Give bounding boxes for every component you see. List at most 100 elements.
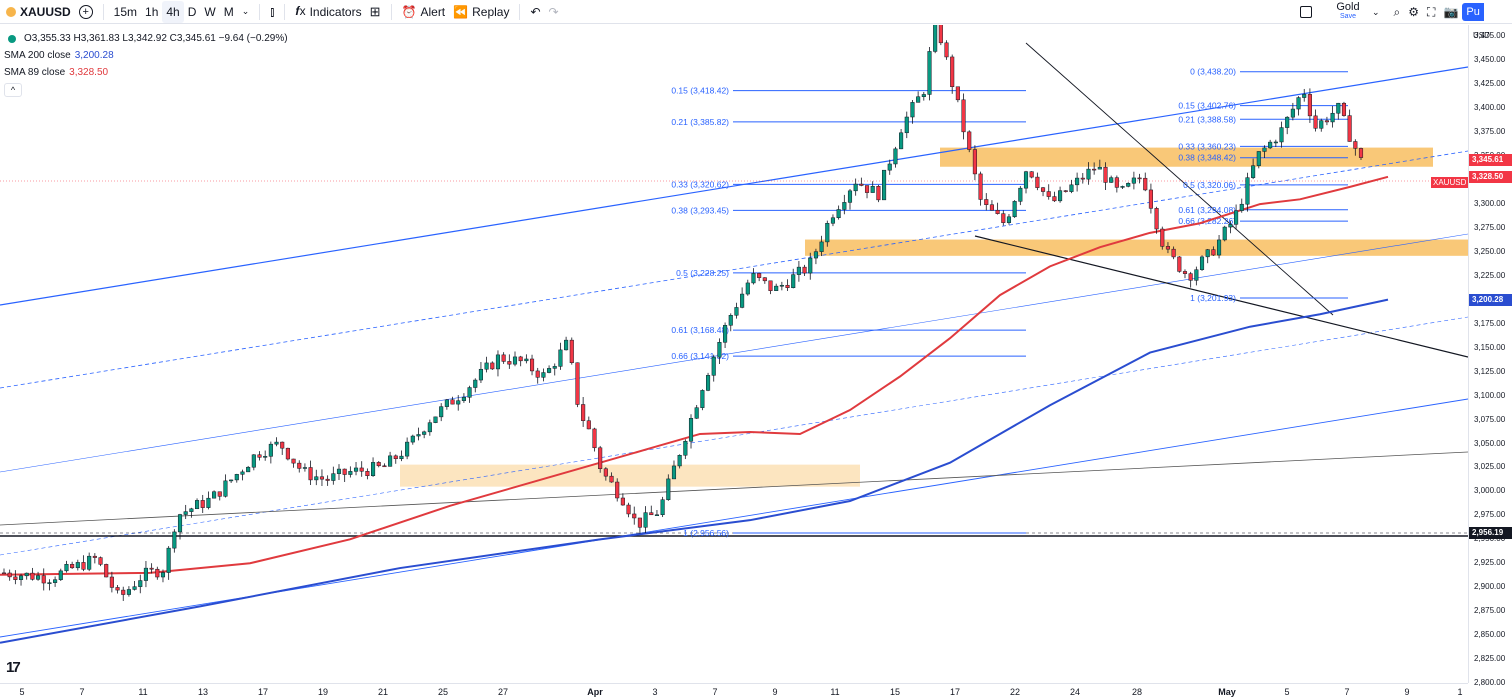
candle-body[interactable] <box>1171 248 1176 258</box>
candle-body[interactable] <box>637 517 642 528</box>
candle-body[interactable] <box>1319 120 1324 129</box>
candle-body[interactable] <box>7 572 12 578</box>
candle-body[interactable] <box>1285 116 1290 128</box>
candle-body[interactable] <box>336 468 342 474</box>
candle-body[interactable] <box>1040 187 1046 192</box>
candle-body[interactable] <box>1154 208 1159 230</box>
candle-body[interactable] <box>518 356 523 362</box>
candle-body[interactable] <box>342 468 347 475</box>
candle-body[interactable] <box>234 474 239 481</box>
timeframe-1h[interactable]: 1h <box>145 4 159 19</box>
candle-body[interactable] <box>1217 239 1222 256</box>
candle-body[interactable] <box>569 339 574 363</box>
price-axis[interactable]: USD 3,475.00 3,450.00 3,425.00 3,400.00 3,37… <box>1468 25 1512 687</box>
candle-body[interactable] <box>217 491 222 497</box>
candle-body[interactable] <box>87 555 92 570</box>
candle-body[interactable] <box>1143 177 1148 191</box>
candle-body[interactable] <box>484 362 489 370</box>
candle-body[interactable] <box>268 443 273 457</box>
candle-body[interactable] <box>64 564 69 572</box>
candle-body[interactable] <box>694 407 699 419</box>
price-chart[interactable]: 0 (3,499.92)0.15 (3,418.42)0.21 (3,385.8… <box>0 25 1468 683</box>
layout-checkbox[interactable] <box>1296 1 1316 23</box>
price-zone[interactable] <box>805 239 1468 256</box>
candle-body[interactable] <box>1058 190 1063 202</box>
candle-body[interactable] <box>410 435 415 443</box>
candle-body[interactable] <box>319 476 325 480</box>
upper-channel-line[interactable] <box>0 66 1468 306</box>
candle-body[interactable] <box>1358 148 1364 158</box>
candle-body[interactable] <box>444 399 449 407</box>
candle-body[interactable] <box>603 468 608 477</box>
candle-body[interactable] <box>711 356 716 376</box>
candle-body[interactable] <box>75 562 80 569</box>
candle-body[interactable] <box>1290 108 1295 118</box>
candle-body[interactable] <box>1120 186 1125 188</box>
candle-body[interactable] <box>813 251 818 259</box>
candle-body[interactable] <box>825 223 830 243</box>
candle-body[interactable] <box>58 570 63 580</box>
candle-body[interactable] <box>206 497 211 508</box>
candle-body[interactable] <box>70 564 75 569</box>
candle-body[interactable] <box>501 354 506 362</box>
time-axis[interactable]: 5 7 11 13 17 19 21 25 27 Apr 3 7 9 11 15 17 22 24 28 May 5 7 9… <box>0 683 1468 700</box>
candle-body[interactable] <box>456 400 461 405</box>
candle-body[interactable] <box>723 325 728 343</box>
candle-body[interactable] <box>507 361 512 365</box>
timeframe-w[interactable]: W <box>204 4 216 19</box>
candle-body[interactable] <box>1324 120 1329 123</box>
candle-body[interactable] <box>24 572 29 577</box>
candle-body[interactable] <box>512 356 518 365</box>
candle-body[interactable] <box>938 25 943 44</box>
candle-body[interactable] <box>654 514 659 516</box>
quick-search-button[interactable]: ⌕ <box>1390 1 1405 23</box>
candle-body[interactable] <box>1234 210 1239 225</box>
candle-body[interactable] <box>126 589 131 595</box>
candle-body[interactable] <box>989 204 994 211</box>
candle-body[interactable] <box>740 293 745 308</box>
candle-body[interactable] <box>495 354 501 370</box>
candle-body[interactable] <box>626 504 631 515</box>
candle-body[interactable] <box>887 163 892 171</box>
candle-body[interactable] <box>1029 171 1034 178</box>
candle-body[interactable] <box>921 94 926 97</box>
candle-body[interactable] <box>467 387 472 398</box>
candle-body[interactable] <box>461 397 466 401</box>
candle-body[interactable] <box>847 190 853 203</box>
candle-body[interactable] <box>160 572 166 578</box>
candle-body[interactable] <box>592 428 597 449</box>
candle-body[interactable] <box>194 500 200 510</box>
candle-body[interactable] <box>842 202 847 210</box>
candle-body[interactable] <box>688 418 694 442</box>
candle-body[interactable] <box>1245 177 1250 205</box>
candle-body[interactable] <box>609 475 614 483</box>
candle-body[interactable] <box>768 280 773 291</box>
candle-body[interactable] <box>149 567 154 570</box>
timeframe-4h[interactable]: 4h <box>162 0 184 23</box>
candle-body[interactable] <box>1211 249 1216 256</box>
candle-body[interactable] <box>1097 166 1102 170</box>
candle-body[interactable] <box>615 481 620 499</box>
candle-body[interactable] <box>223 480 228 497</box>
candle-body[interactable] <box>257 454 262 458</box>
candle-body[interactable] <box>308 467 313 481</box>
candle-body[interactable] <box>864 185 870 193</box>
candle-body[interactable] <box>1307 94 1312 117</box>
candle-body[interactable] <box>13 576 18 580</box>
candle-body[interactable] <box>876 186 881 201</box>
candle-body[interactable] <box>1330 112 1335 123</box>
candle-body[interactable] <box>666 478 671 500</box>
indicators-button[interactable]: 𝒇x Indicators <box>291 1 365 23</box>
candle-body[interactable] <box>1199 256 1205 270</box>
candle-body[interactable] <box>433 416 438 423</box>
candle-body[interactable] <box>984 199 989 205</box>
lower-channel-line[interactable] <box>0 398 1468 638</box>
lower-channel-midline[interactable] <box>0 316 1468 556</box>
candle-body[interactable] <box>1092 168 1097 171</box>
candle-body[interactable] <box>649 512 654 516</box>
candle-body[interactable] <box>1313 115 1318 129</box>
candle-body[interactable] <box>859 183 864 186</box>
candle-body[interactable] <box>1148 189 1153 209</box>
candle-body[interactable] <box>1131 177 1136 184</box>
candle-body[interactable] <box>1137 177 1142 180</box>
